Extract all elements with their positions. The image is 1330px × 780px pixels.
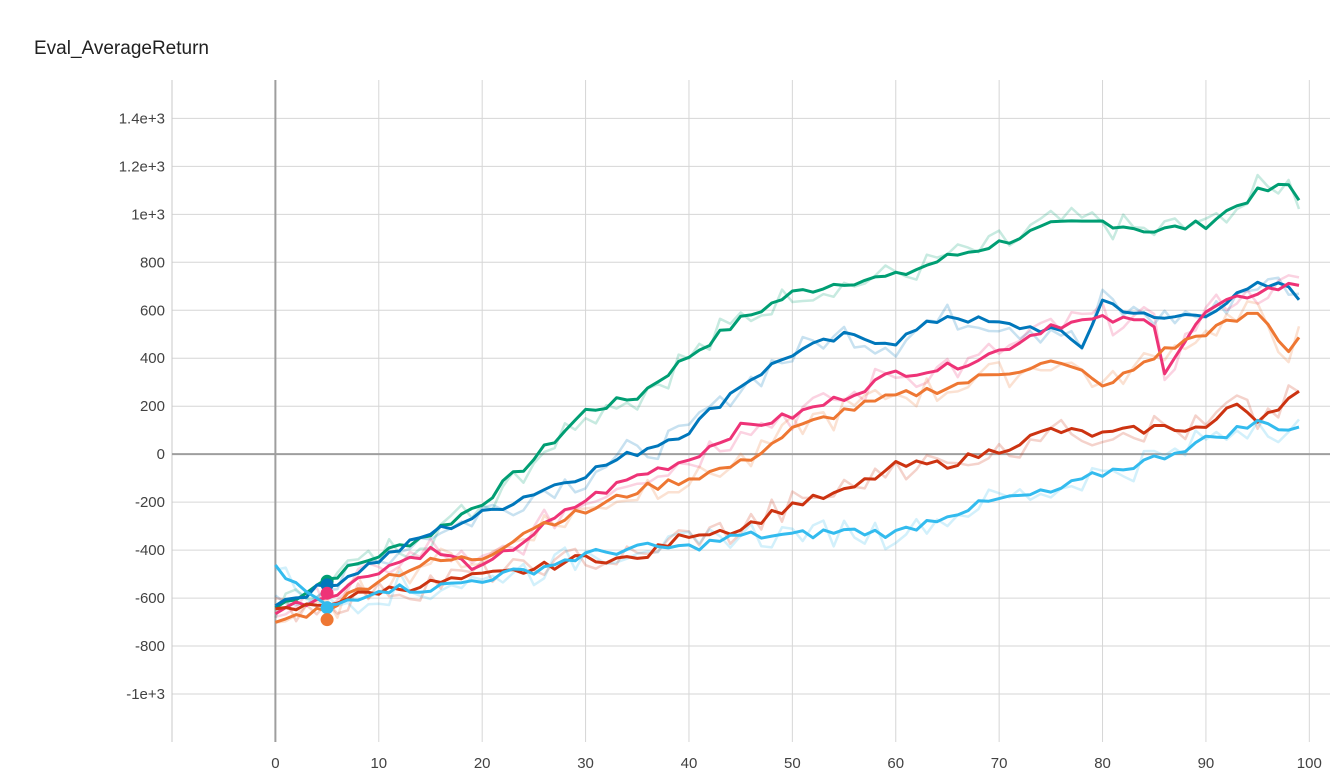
- raw-series-line-0: [274, 173, 1301, 619]
- tick-labels: 0 10 20 30 40 50 60 70 80 90 100 -1e+3 -800 -600 -400 -…: [119, 110, 1322, 772]
- x-tick-label-4: 40: [681, 755, 698, 772]
- x-tick-label-6: 60: [887, 755, 904, 772]
- y-tick-label-7: 400: [140, 350, 165, 367]
- series-line-0: [274, 182, 1301, 610]
- chart-title: Eval_AverageReturn: [34, 38, 209, 59]
- series-marker-3: [320, 601, 334, 615]
- y-tick-label-1: -800: [135, 638, 165, 655]
- series-line-1: [274, 280, 1301, 608]
- x-tick-label-2: 20: [474, 755, 491, 772]
- smoothed-series: [274, 182, 1301, 624]
- y-tick-label-8: 600: [140, 302, 165, 319]
- x-tick-label-3: 30: [577, 755, 594, 772]
- y-tick-label-12: 1.4e+3: [119, 110, 165, 127]
- x-tick-label-0: 0: [271, 755, 279, 772]
- raw-series-line-1: [274, 276, 1300, 606]
- raw-series: [274, 173, 1301, 624]
- y-tick-label-4: -200: [135, 494, 165, 511]
- raw-series-line-2: [275, 274, 1300, 619]
- y-tick-label-0: -1e+3: [126, 686, 165, 703]
- axes: [171, 80, 1330, 742]
- series-markers: [320, 574, 334, 627]
- series-marker-2: [320, 586, 334, 600]
- x-tick-label-9: 90: [1198, 755, 1215, 772]
- x-tick-label-1: 10: [370, 755, 387, 772]
- y-tick-label-11: 1.2e+3: [119, 158, 165, 175]
- x-tick-label-7: 70: [991, 755, 1008, 772]
- y-tick-label-5: 0: [157, 446, 165, 463]
- y-tick-label-9: 800: [140, 254, 165, 271]
- series-line-4: [275, 389, 1300, 612]
- x-tick-label-10: 100: [1297, 755, 1322, 772]
- series-line-2: [274, 281, 1300, 616]
- series-marker-4: [320, 613, 334, 627]
- y-tick-label-3: -400: [135, 542, 165, 559]
- x-tick-label-5: 50: [784, 755, 801, 772]
- y-tick-label-10: 1e+3: [131, 206, 165, 223]
- raw-series-line-3: [275, 300, 1301, 624]
- raw-series-line-5: [275, 418, 1300, 615]
- grid: [172, 80, 1330, 742]
- x-tick-label-8: 80: [1094, 755, 1111, 772]
- series-line-5: [274, 418, 1300, 607]
- y-tick-label-2: -600: [135, 590, 165, 607]
- y-tick-label-6: 200: [140, 398, 165, 415]
- series-line-3: [274, 311, 1301, 624]
